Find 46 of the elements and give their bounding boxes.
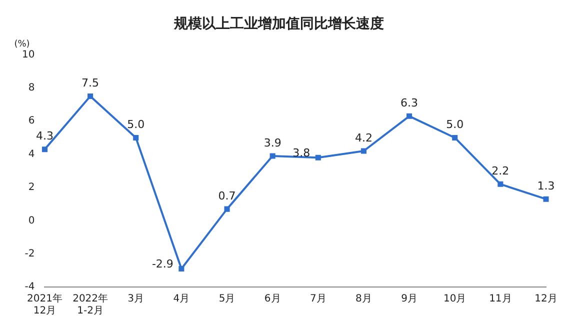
point <box>270 153 276 159</box>
y-tick-label: -2 <box>24 248 35 260</box>
x-tick-label: 7月 <box>310 294 326 305</box>
y-axis-title: (%) <box>14 40 30 50</box>
text: 6.3 <box>400 96 418 110</box>
point <box>406 113 412 119</box>
chart-title: 规模以上工业增加值同比增长速度 <box>173 15 384 32</box>
x-tick-label: 11月 <box>489 294 512 305</box>
text: 1.3 <box>537 179 555 192</box>
text: 0.7 <box>218 189 236 202</box>
x-tick-label: 10月 <box>443 294 466 305</box>
y-tick-label: -4 <box>24 282 35 293</box>
y-tick-label: 6 <box>28 116 35 127</box>
point <box>88 93 94 100</box>
text: 2.2 <box>492 164 510 178</box>
text: 7.5 <box>82 76 100 90</box>
point <box>133 134 139 140</box>
point <box>224 206 230 212</box>
x-tick-label: 9月 <box>401 294 418 305</box>
text: 5.0 <box>446 118 464 132</box>
x-tick-label: 8月 <box>356 294 372 305</box>
point <box>360 148 366 154</box>
point <box>178 266 184 272</box>
x-tick-label: 5月 <box>218 294 236 305</box>
text: 3.8 <box>292 146 310 160</box>
text: 4.2 <box>354 131 372 144</box>
point <box>498 181 504 187</box>
point <box>543 196 549 202</box>
y-tick-label: 8 <box>28 82 35 94</box>
y-tick-label: 10 <box>22 49 35 60</box>
point <box>452 134 458 140</box>
x-tick-label: 2021年 12月 <box>27 292 62 317</box>
point <box>315 154 321 160</box>
x-tick-label: 2022年 1-2月 <box>72 292 108 317</box>
y-tick-label: 4 <box>28 148 35 160</box>
text: 4.3 <box>36 130 54 143</box>
x-tick-label: 4月 <box>173 294 190 305</box>
point <box>42 146 48 152</box>
x-tick-label: 3月 <box>128 294 144 305</box>
x-tick-label: 12月 <box>534 294 558 305</box>
text: 3.9 <box>264 136 282 150</box>
text: 5.0 <box>127 118 145 132</box>
text: -2.9 <box>152 258 174 271</box>
y-tick-label: 0 <box>28 215 35 226</box>
y-tick-label: 2 <box>28 182 35 194</box>
x-tick-label: 6月 <box>264 294 281 305</box>
